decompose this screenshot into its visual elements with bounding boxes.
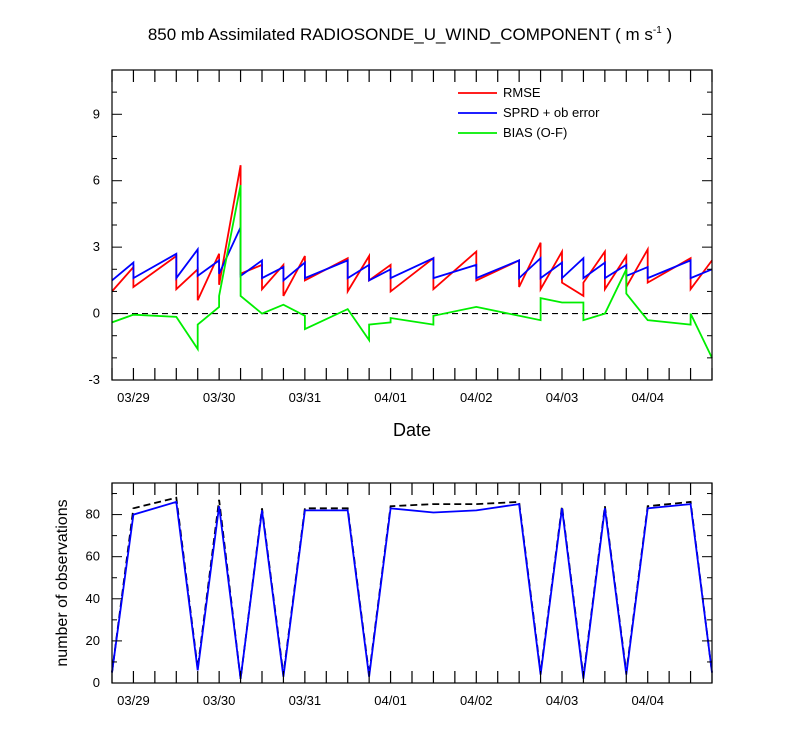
x-tick-label: 04/01 [374,693,407,708]
bottom-plot-frame [111,482,713,684]
x-tick-label: 04/03 [546,390,579,405]
x-tick-label: 04/04 [631,390,664,405]
bottom-panel: 0 20 40 60 80 03/29 03/30 03/31 04/01 04/02 04/03 0… [54,482,713,708]
y-tick-label: 20 [86,633,100,648]
y-tick-label: -3 [88,372,100,387]
x-tick-label: 04/03 [546,693,579,708]
y-tick-label: 0 [93,675,100,690]
x-tick-label: 04/02 [460,693,493,708]
x-tick-label: 03/29 [117,390,150,405]
x-tick-label: 03/31 [289,390,322,405]
x-axis-label: Date [393,420,431,440]
y-tick-label: 3 [93,239,100,254]
x-tick-label: 03/31 [289,693,322,708]
y-tick-label: 9 [93,106,100,121]
series-line-observations-used [111,500,713,679]
y-tick-label: 6 [93,173,100,188]
series-line-bias-o-f [111,184,713,359]
chart-title: 850 mb Assimilated RADIOSONDE_U_WIND_COM… [148,25,672,44]
legend-label: SPRD + ob error [503,105,600,120]
top-panel: 850 mb Assimilated RADIOSONDE_U_WIND_COM… [88,25,713,440]
legend-label: BIAS (O-F) [503,125,567,140]
x-tick-label: 04/01 [374,390,407,405]
y-tick-label: 60 [86,549,100,564]
legend-label: RMSE [503,85,541,100]
top-plot-frame [111,69,713,381]
x-tick-label: 03/30 [203,693,236,708]
x-tick-label: 04/02 [460,390,493,405]
y-axis-label-observations: number of observations [54,499,71,666]
y-tick-label: 80 [86,507,100,522]
legend: RMSE SPRD + ob error BIAS (O-F) [458,85,600,140]
x-tick-label: 03/30 [203,390,236,405]
series-line-sprd-ob-error [111,226,713,283]
series-line-observations-possible [111,496,713,679]
y-tick-label: 0 [93,306,100,321]
y-tick-label: 40 [86,591,100,606]
x-tick-label: 04/04 [631,693,664,708]
x-tick-label: 03/29 [117,693,150,708]
